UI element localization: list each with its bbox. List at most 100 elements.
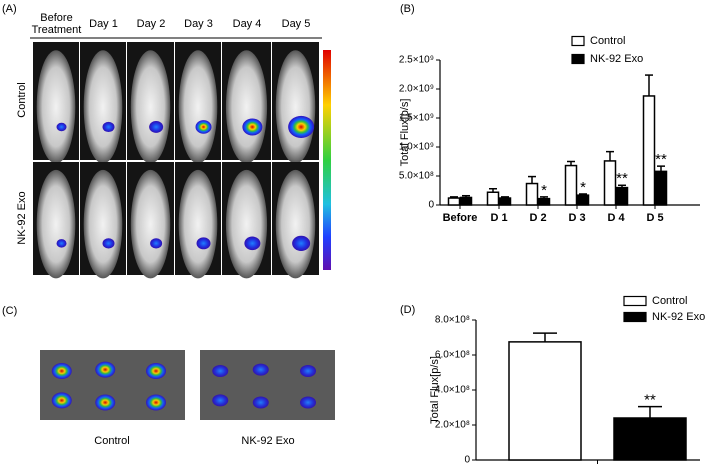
mouse — [225, 169, 268, 279]
legend-label: NK-92 Exo — [652, 311, 705, 323]
panel-label: (B) — [400, 3, 415, 15]
bar — [537, 197, 551, 206]
bar-chart: (B) Total Flux[p/s] 0 5.0×10⁸ 1.0×10⁹ 1.5×10⁹… — [399, 3, 700, 224]
organ — [300, 396, 316, 409]
legend-swatch — [571, 53, 585, 65]
signal — [150, 238, 163, 249]
y-tick-label: 1.5×10⁹ — [399, 113, 434, 124]
significance-label: ** — [655, 151, 667, 168]
y-tick-label: 6.0×10⁸ — [435, 350, 470, 361]
y-tick-label: 4.0×10⁸ — [435, 385, 470, 396]
legend-swatch — [571, 35, 585, 47]
bar — [642, 95, 656, 206]
panel-label: (A) — [2, 3, 17, 15]
x-tick-label: D 3 — [568, 212, 585, 224]
color-scale — [323, 50, 331, 270]
y-axis-label: Total Flux[p/s] — [399, 99, 411, 167]
x-tick-label: D 1 — [490, 212, 507, 224]
bar — [654, 170, 668, 206]
signal — [288, 115, 315, 139]
legend-label: Control — [590, 35, 625, 47]
bar — [564, 164, 578, 206]
column-header: Day 5 — [281, 18, 311, 30]
organ — [252, 363, 269, 376]
organ — [95, 361, 116, 378]
group-label: NK-92 Exo — [241, 435, 294, 447]
y-tick-label: 0 — [464, 455, 470, 464]
mouse — [83, 169, 123, 279]
bar — [615, 186, 629, 206]
mouse — [178, 50, 218, 164]
signal — [195, 120, 212, 134]
row-label: Control — [16, 82, 28, 117]
y-tick-label: 2.0×10⁸ — [435, 420, 470, 431]
bar — [525, 182, 539, 206]
signal — [56, 239, 67, 248]
bar-chart: (D) Total Flux[p/s] 0 2.0×10⁸ 4.0×10⁸ 6.0×10⁸… — [400, 295, 705, 464]
significance-label: ** — [616, 170, 628, 187]
legend-swatch — [623, 295, 647, 307]
x-tick-label: Before — [443, 212, 478, 224]
column-header: Day 3 — [184, 18, 213, 30]
y-tick-label: 2.0×10⁹ — [399, 84, 434, 95]
signal — [292, 235, 311, 252]
mouse — [130, 50, 171, 164]
y-tick-label: 2.5×10⁹ — [399, 55, 434, 66]
organ-images — [40, 350, 335, 420]
organ — [95, 394, 116, 411]
mouse — [36, 169, 76, 279]
y-axis-label: Total Flux[p/s] — [429, 356, 441, 424]
y-tick-label: 0 — [428, 200, 434, 211]
organ — [252, 396, 269, 409]
organ — [212, 394, 229, 407]
image-cell — [200, 350, 335, 420]
bar — [508, 341, 582, 461]
significance-label: * — [541, 182, 547, 199]
signal — [242, 118, 263, 136]
signal — [244, 236, 261, 251]
column-header: Before Treatment — [31, 12, 82, 36]
organ — [146, 394, 166, 411]
organ — [51, 392, 72, 409]
signal — [102, 238, 115, 249]
organ — [146, 363, 166, 379]
mouse — [83, 50, 123, 164]
bar — [576, 194, 590, 206]
legend-swatch — [623, 311, 647, 323]
legend-label: Control — [652, 295, 687, 307]
organ — [51, 363, 72, 379]
row-label: NK-92 Exo — [16, 191, 28, 244]
image-cell — [40, 350, 185, 420]
panel-label: (C) — [2, 305, 17, 317]
column-header: Day 4 — [232, 18, 262, 30]
significance-label: * — [580, 179, 586, 196]
bar — [447, 197, 461, 206]
mouse — [225, 50, 268, 164]
significance-label: ** — [644, 392, 656, 409]
legend-label: NK-92 Exo — [590, 53, 643, 65]
x-tick-label: D 4 — [607, 212, 625, 224]
signal — [102, 121, 115, 133]
column-header: Day 2 — [136, 18, 166, 30]
mouse — [275, 50, 316, 164]
bioluminescence-images — [33, 42, 319, 279]
bar — [603, 160, 617, 206]
organ — [300, 365, 316, 377]
y-tick-label: 8.0×10⁸ — [435, 315, 470, 326]
y-tick-label: 5.0×10⁸ — [399, 171, 434, 182]
x-tick-label: D 2 — [529, 212, 546, 224]
bar — [459, 196, 473, 206]
group-label: Control — [94, 435, 129, 447]
mouse — [130, 169, 171, 279]
panel-label: (D) — [400, 304, 415, 316]
signal — [196, 237, 211, 250]
bar — [486, 191, 500, 206]
y-tick-label: 1.0×10⁹ — [399, 142, 434, 153]
signal — [56, 122, 67, 132]
bar — [613, 417, 687, 461]
organ — [212, 365, 229, 377]
column-header: Day 1 — [89, 18, 118, 30]
signal — [149, 121, 164, 133]
